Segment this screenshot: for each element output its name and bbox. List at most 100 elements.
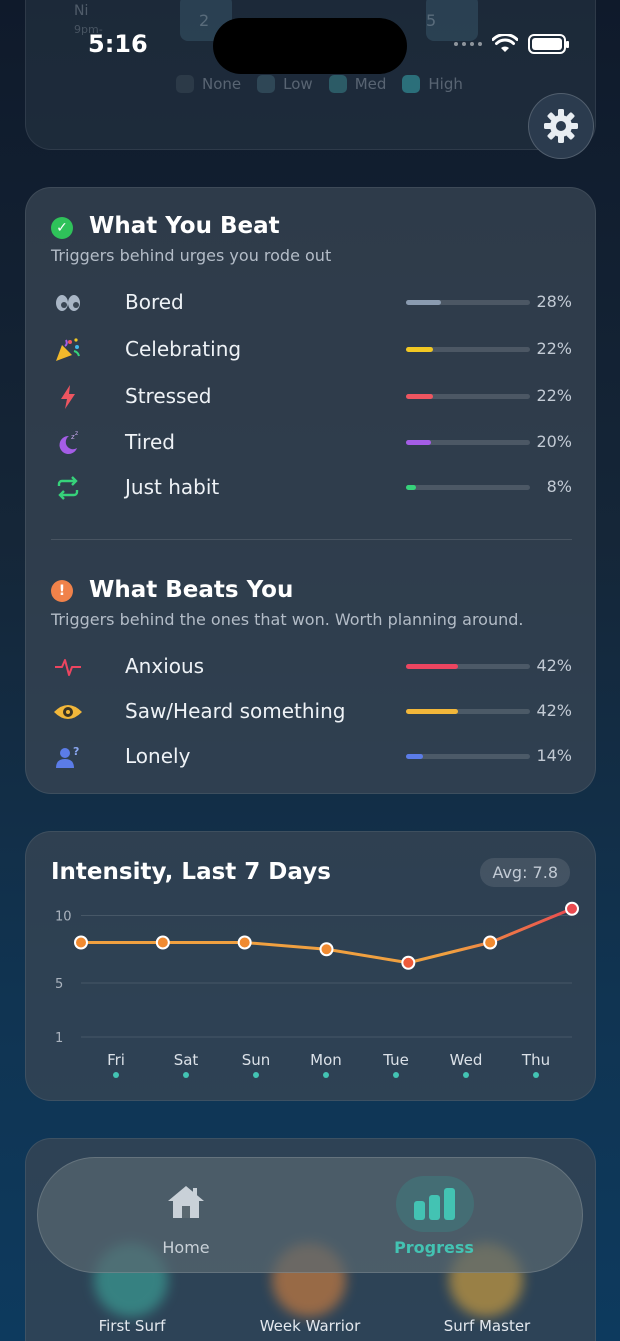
progress-fill <box>406 440 431 445</box>
x-tick-label: Thu <box>521 1051 550 1069</box>
heatmap-legend: None Low Med High <box>176 75 469 93</box>
y-tick-label: 1 <box>55 1031 63 1046</box>
day-dot <box>253 1072 259 1078</box>
trigger-row-lonely: ? Lonely 14% <box>51 741 572 773</box>
trigger-label: Anxious <box>125 654 205 678</box>
battery-icon <box>528 34 569 54</box>
progress-fill <box>406 485 416 490</box>
intensity-title: Intensity, Last 7 Days <box>51 859 331 885</box>
data-point <box>483 935 498 950</box>
y-tick-label: 5 <box>55 977 63 992</box>
trigger-percent: 20% <box>536 432 572 451</box>
home-icon <box>168 1186 204 1218</box>
trigger-percent: 22% <box>536 339 572 358</box>
data-point <box>565 901 579 916</box>
badge-label: Surf Master <box>443 1317 531 1335</box>
legend-label: None <box>202 75 242 93</box>
tab-home[interactable]: Home <box>106 1158 266 1274</box>
trigger-percent: 42% <box>536 656 572 675</box>
cellular-signal-icon <box>454 42 482 46</box>
data-point <box>237 935 252 950</box>
day-dot <box>183 1072 189 1078</box>
gear-icon <box>544 109 578 143</box>
section-divider <box>51 539 572 540</box>
trigger-label: Bored <box>125 290 184 314</box>
lightning-icon <box>51 383 85 411</box>
legend-label: Med <box>354 75 387 93</box>
day-dot <box>533 1072 539 1078</box>
tab-progress-label: Progress <box>394 1238 474 1257</box>
settings-button[interactable] <box>528 93 594 159</box>
heatmap-cell-value: 5 <box>426 11 437 30</box>
bar-chart-icon <box>414 1188 455 1220</box>
x-tick-label: Tue <box>382 1051 409 1069</box>
progress-fill <box>406 754 424 759</box>
trigger-percent: 8% <box>546 477 572 496</box>
legend-label: Low <box>283 75 313 93</box>
heatmap-row-sublabel: 9pm- <box>74 23 103 36</box>
trigger-row-stressed: Stressed 22% <box>51 381 572 413</box>
legend-swatch <box>176 75 194 93</box>
data-point <box>74 935 88 950</box>
trigger-label: Stressed <box>125 384 212 408</box>
trigger-label: Lonely <box>125 744 191 768</box>
average-badge: Avg: 7.8 <box>480 858 570 887</box>
progress-fill <box>406 300 441 305</box>
progress-fill <box>406 394 434 399</box>
legend-item: Med <box>328 75 387 93</box>
trigger-label: Saw/Heard something <box>125 699 346 723</box>
heatmap-row-label: Ni <box>74 3 89 19</box>
progress-fill <box>406 709 459 714</box>
legend-item: None <box>176 75 241 93</box>
bored-eyes-icon <box>51 289 85 317</box>
progress-track <box>406 485 530 490</box>
legend-label: High <box>428 75 463 93</box>
status-icons <box>454 34 569 54</box>
trigger-label: Just habit <box>125 475 220 499</box>
wifi-icon <box>492 34 518 52</box>
intensity-line-chart: 10 5 1 Fri Sat Sun Mon Tue Wed Thu <box>55 901 579 1078</box>
progress-track <box>406 709 530 714</box>
trigger-percent: 28% <box>536 292 572 311</box>
badge-label: First Surf <box>98 1317 166 1335</box>
progress-track <box>406 754 530 759</box>
tab-home-label: Home <box>162 1238 210 1257</box>
day-dot <box>463 1072 469 1078</box>
what-you-beat-subtitle: Triggers behind urges you rode out <box>51 246 332 265</box>
data-point <box>319 942 334 957</box>
progress-track <box>406 394 530 399</box>
legend-swatch <box>328 75 347 93</box>
progress-fill <box>406 347 434 352</box>
tab-bar: Home Progress <box>37 1157 583 1273</box>
dynamic-island <box>213 18 407 74</box>
trigger-label: Celebrating <box>125 337 242 361</box>
person-question-icon: ? <box>51 743 85 771</box>
eye-icon <box>51 698 85 726</box>
party-popper-icon <box>51 336 85 364</box>
status-time: 5:16 <box>88 30 148 58</box>
trigger-percent: 14% <box>536 746 572 765</box>
x-tick-label: Wed <box>450 1051 483 1069</box>
tab-progress[interactable]: Progress <box>354 1158 514 1274</box>
what-beats-you-title: What Beats You <box>89 577 294 603</box>
badge-label: Week Warrior <box>259 1317 361 1335</box>
data-point <box>155 935 170 950</box>
svg-text:?: ? <box>73 745 79 758</box>
triggers-card: ✓ What You Beat Triggers behind urges yo… <box>25 187 596 794</box>
alert-icon: ! <box>51 580 73 602</box>
x-tick-label: Mon <box>310 1051 342 1069</box>
trigger-row-just-habit: Just habit 8% <box>51 472 572 504</box>
trigger-row-anxious: Anxious 42% <box>51 651 572 683</box>
trigger-percent: 42% <box>536 701 572 720</box>
data-point <box>401 955 416 970</box>
what-you-beat-title: What You Beat <box>89 213 280 239</box>
heatmap-cell-value: 2 <box>199 11 210 30</box>
legend-item: High <box>402 75 463 93</box>
day-dot <box>393 1072 399 1078</box>
trigger-row-saw-heard: Saw/Heard something 42% <box>51 696 572 728</box>
x-tick-label: Sun <box>242 1051 271 1069</box>
x-tick-label: Fri <box>107 1051 125 1069</box>
progress-track <box>406 440 530 445</box>
